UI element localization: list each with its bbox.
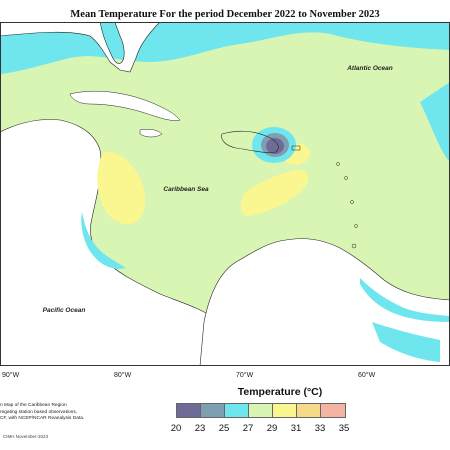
cool-zone-interior-east (372, 322, 440, 362)
island-jamaica (139, 128, 163, 138)
landmass-north (0, 22, 161, 73)
warm-zone-southern-caribbean (240, 169, 309, 216)
note-line: n Map of the Caribbean Region (0, 403, 67, 408)
longitude-label: 70°W (236, 372, 254, 379)
legend-tick: 31 (290, 423, 302, 434)
legend-tick: 23 (194, 423, 206, 434)
legend-tick: 35 (338, 423, 350, 434)
cool-zone-hispaniola-core (266, 138, 284, 154)
map-credit: CIMH November-2023 (3, 434, 49, 439)
legend-tick: 27 (242, 423, 254, 434)
cool-zone-guiana-coast (360, 278, 450, 322)
legend-tick: 25 (218, 423, 230, 434)
legend-swatch (249, 404, 273, 417)
island-puerto-rico (291, 145, 301, 151)
cool-zone-north (0, 22, 450, 74)
label-caribbean-sea: Caribbean Sea (163, 186, 209, 193)
legend-swatch (225, 404, 249, 417)
legend-swatch (177, 404, 201, 417)
cool-zone-east (420, 82, 450, 162)
longitude-label: 80°W (114, 372, 132, 379)
note-line: regating station based observations, (0, 409, 78, 415)
cool-zone-coastal-west (81, 212, 126, 269)
legend-swatch (201, 404, 225, 417)
label-pacific-ocean: Pacific Ocean (43, 307, 86, 314)
island-dot (351, 243, 357, 249)
note-line: CF, with NCEP/NCAR Reanalysis Data. (0, 416, 85, 421)
legend-color-bar (176, 403, 346, 418)
map-title: Mean Temperature For the period December… (70, 9, 380, 20)
map-description-note: n Map of the Caribbean Region regating s… (0, 403, 112, 423)
legend-title: Temperature (°C) (237, 386, 323, 398)
longitude-label: 60°W (358, 372, 376, 379)
legend-swatch (321, 404, 345, 417)
temperature-map: Atlantic Ocean Caribbean Sea Pacific Oce… (0, 22, 450, 366)
legend-tick: 33 (314, 423, 326, 434)
label-atlantic-ocean: Atlantic Ocean (346, 65, 393, 72)
island-dot (350, 200, 354, 204)
legend-tick: 29 (266, 423, 278, 434)
island-cuba (69, 90, 181, 121)
longitude-label: 90°W (2, 372, 20, 379)
legend-tick: 20 (170, 423, 182, 434)
island-hispaniola (221, 130, 279, 153)
map-canvas: Atlantic Ocean Caribbean Sea Pacific Oce… (0, 22, 450, 366)
legend-ticks: 20 23 25 27 29 31 33 35 (164, 423, 384, 435)
warm-zone-western-caribbean (97, 151, 145, 225)
island-dot (336, 162, 340, 166)
island-dot (354, 224, 358, 228)
legend-swatch (297, 404, 321, 417)
legend-swatch (273, 404, 297, 417)
island-dot (344, 176, 348, 180)
